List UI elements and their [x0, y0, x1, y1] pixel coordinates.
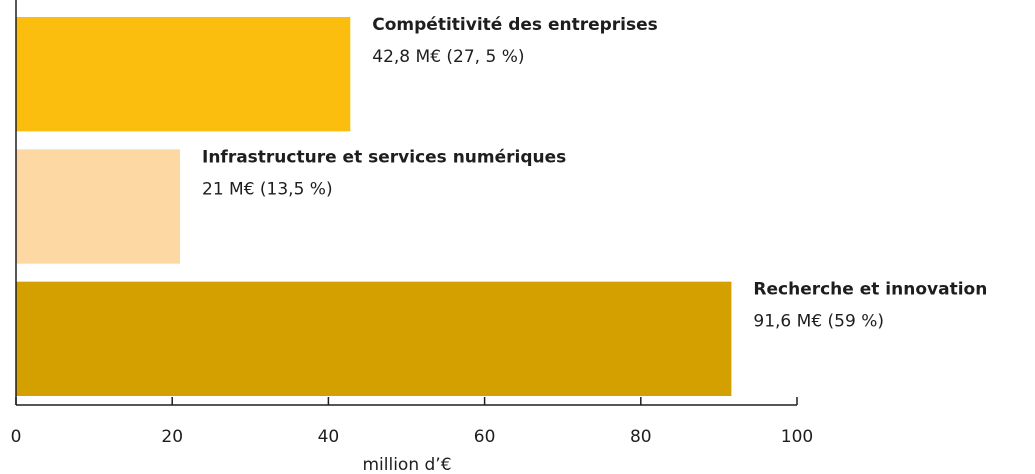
category-label: Compétitivité des entreprises: [372, 15, 658, 35]
bar: [16, 281, 732, 396]
value-label: 42,8 M€ (27, 5 %): [372, 47, 524, 67]
x-tick-label: 80: [630, 427, 652, 447]
x-tick-label: 100: [781, 427, 813, 447]
category-label: Recherche et innovation: [753, 280, 987, 300]
x-axis-label: million d’€: [362, 455, 451, 474]
x-tick-label: 60: [474, 427, 496, 447]
value-label: 91,6 M€ (59 %): [753, 312, 884, 332]
bar: [16, 149, 181, 264]
value-label: 21 M€ (13,5 %): [202, 179, 333, 199]
category-label: Infrastructure et services numériques: [202, 147, 566, 167]
x-tick-label: 0: [11, 427, 22, 447]
x-tick-label: 40: [318, 427, 340, 447]
bar: [16, 17, 351, 132]
x-tick-label: 20: [161, 427, 183, 447]
